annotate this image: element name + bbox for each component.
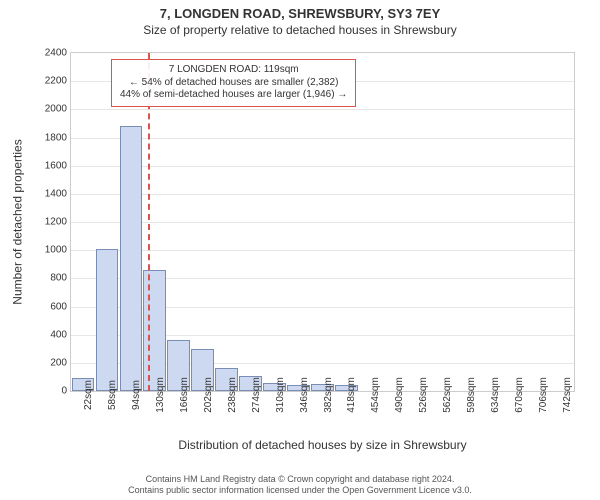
y-tick-label: 2200: [45, 76, 67, 87]
y-tick-label: 2000: [45, 104, 67, 115]
callout-line: 7 LONGDEN ROAD: 119sqm: [120, 64, 347, 77]
y-tick-label: 0: [61, 386, 67, 397]
callout-line: ← 54% of detached houses are smaller (2,…: [120, 77, 347, 90]
footer-line-2: Contains public sector information licen…: [0, 485, 600, 496]
x-axis-title: Distribution of detached houses by size …: [70, 438, 575, 452]
gridline: [71, 222, 574, 223]
x-tick-label: 526sqm: [418, 377, 429, 413]
y-tick-label: 400: [50, 329, 67, 340]
x-tick-label: 670sqm: [514, 377, 525, 413]
y-axis-title: Number of detached properties: [10, 52, 26, 392]
histogram-bar: [120, 126, 143, 391]
y-tick-label: 800: [50, 273, 67, 284]
x-tick-label: 382sqm: [323, 377, 334, 413]
x-tick-label: 634sqm: [490, 377, 501, 413]
x-tick-label: 94sqm: [131, 380, 142, 410]
x-tick-label: 346sqm: [299, 377, 310, 413]
x-tick-label: 130sqm: [155, 377, 166, 413]
gridline: [71, 138, 574, 139]
footer-attribution: Contains HM Land Registry data © Crown c…: [0, 474, 600, 497]
y-tick-label: 1000: [45, 245, 67, 256]
x-tick-label: 310sqm: [275, 377, 286, 413]
x-tick-label: 742sqm: [562, 377, 573, 413]
y-tick-label: 200: [50, 357, 67, 368]
gridline: [71, 166, 574, 167]
x-tick-label: 58sqm: [107, 380, 118, 410]
y-tick-label: 1800: [45, 132, 67, 143]
plot-area: 0200400600800100012001400160018002000220…: [70, 52, 575, 392]
gridline: [71, 194, 574, 195]
x-tick-label: 562sqm: [442, 377, 453, 413]
page-subtitle: Size of property relative to detached ho…: [0, 21, 600, 37]
histogram-bar: [96, 249, 119, 391]
footer-line-1: Contains HM Land Registry data © Crown c…: [0, 474, 600, 485]
x-tick-label: 166sqm: [179, 377, 190, 413]
gridline: [71, 109, 574, 110]
x-tick-label: 418sqm: [346, 377, 357, 413]
y-tick-label: 1400: [45, 188, 67, 199]
y-tick-label: 2400: [45, 48, 67, 59]
y-tick-label: 600: [50, 301, 67, 312]
x-tick-label: 274sqm: [251, 377, 262, 413]
x-tick-label: 238sqm: [227, 377, 238, 413]
x-tick-label: 706sqm: [538, 377, 549, 413]
x-tick-label: 202sqm: [203, 377, 214, 413]
y-tick-label: 1200: [45, 217, 67, 228]
gridline: [71, 250, 574, 251]
page-title: 7, LONGDEN ROAD, SHREWSBURY, SY3 7EY: [0, 0, 600, 21]
y-axis-label-text: Number of detached properties: [11, 139, 25, 304]
y-tick-label: 1600: [45, 160, 67, 171]
x-tick-label: 454sqm: [370, 377, 381, 413]
callout-line: 44% of semi-detached houses are larger (…: [120, 89, 347, 102]
x-tick-label: 490sqm: [394, 377, 405, 413]
x-tick-label: 598sqm: [466, 377, 477, 413]
x-tick-label: 22sqm: [83, 380, 94, 410]
chart-container: 7, LONGDEN ROAD, SHREWSBURY, SY3 7EY Siz…: [0, 0, 600, 500]
callout-box: 7 LONGDEN ROAD: 119sqm← 54% of detached …: [111, 59, 356, 107]
